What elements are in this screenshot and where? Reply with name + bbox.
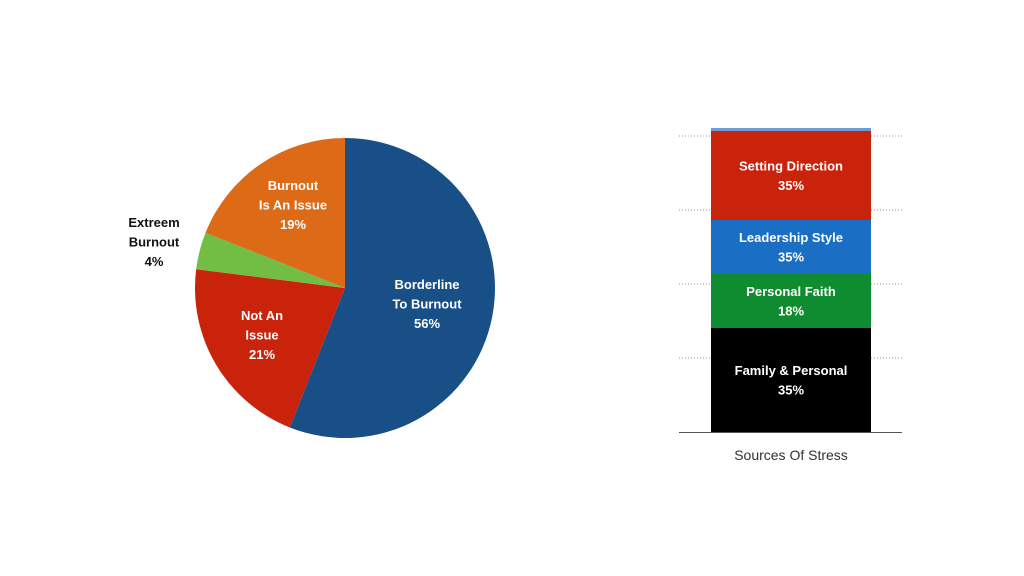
pie-label-not-an-issue: Not An Issue 21% — [241, 308, 283, 362]
bar-label-faith: Personal Faith 18% — [746, 284, 836, 319]
bar-x-axis-title: Sources Of Stress — [734, 447, 848, 463]
pie-label-burnout-issue: Burnout Is An Issue 19% — [259, 178, 327, 232]
pie-slice-extreem — [196, 232, 345, 288]
bar-segment-faith — [711, 274, 871, 328]
burnout-pie-chart: Borderline To Burnout 56% Not An Issue 21% Ext… — [128, 138, 495, 438]
bar-label-direction: Setting Direction 35% — [739, 159, 843, 194]
pie-slice-not-an-issue — [195, 269, 345, 428]
bar-label-family: Family & Personal 35% — [735, 363, 848, 398]
pie-slice-burnout-issue — [205, 138, 345, 288]
pie-label-extreem: Extreem Burnout 4% — [128, 215, 180, 269]
bar-segment-direction — [711, 131, 871, 220]
bar-segment-leadership — [711, 220, 871, 274]
bar-segment-other — [711, 128, 871, 131]
pie-label-borderline: Borderline To Burnout 56% — [392, 277, 462, 331]
bar-segment-family — [711, 328, 871, 432]
bar-label-leadership: Leadership Style 35% — [739, 230, 843, 265]
pie-slice-borderline — [289, 138, 495, 438]
sources-of-stress-bar-chart: Family & Personal 35% Personal Faith 18% Lea… — [679, 128, 902, 433]
